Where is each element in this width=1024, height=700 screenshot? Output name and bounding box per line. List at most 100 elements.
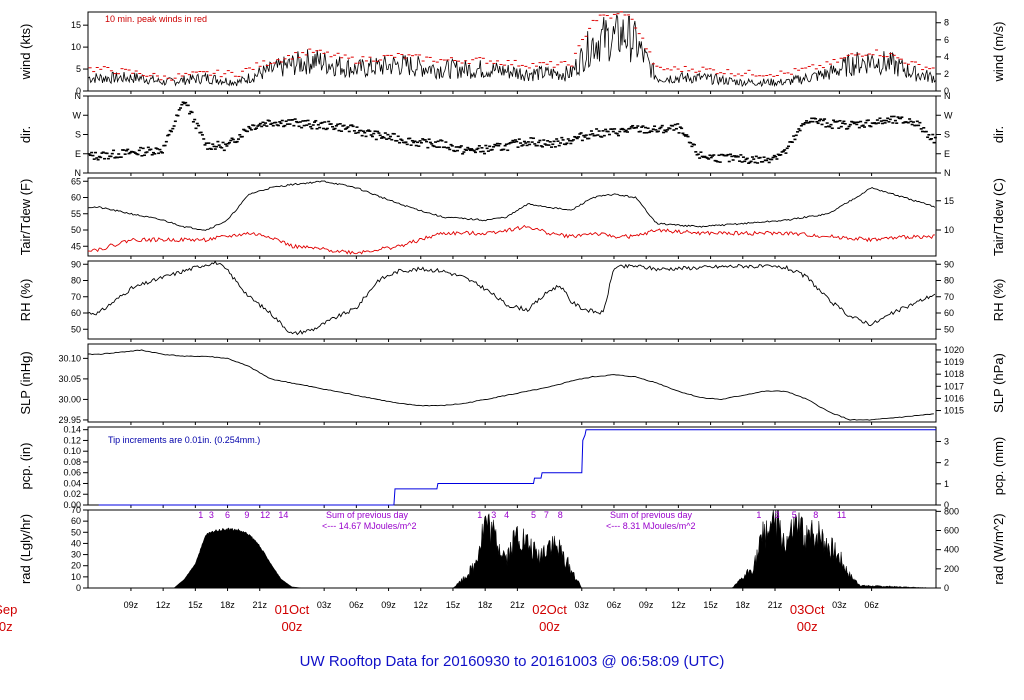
dir-point — [767, 161, 771, 164]
dir-point — [550, 146, 554, 148]
dir-point — [656, 130, 660, 133]
rad-hour-marker-0: 14 — [278, 510, 288, 520]
dir-point — [418, 140, 422, 142]
rad-hour-marker-0: 3 — [209, 510, 214, 520]
dir-point — [932, 141, 936, 144]
dir-point — [645, 131, 649, 134]
dir-point — [539, 145, 543, 147]
dir-point — [790, 141, 794, 144]
dir-point — [298, 121, 302, 123]
dir-point — [190, 111, 194, 114]
dir-point — [929, 138, 933, 140]
dir-point — [153, 153, 157, 155]
dir-ytick-right-label: W — [944, 110, 953, 120]
dir-point — [668, 127, 672, 130]
dir-point — [193, 118, 197, 121]
dir-point — [168, 129, 172, 132]
dir-point — [255, 127, 259, 129]
dir-point — [726, 153, 730, 156]
dir-point — [808, 120, 812, 123]
dir-point — [665, 129, 669, 131]
slp-ytick-right-label: 1016 — [944, 393, 964, 403]
dir-point — [222, 149, 226, 152]
dir-point — [171, 127, 175, 130]
dir-point — [919, 128, 923, 130]
dir-point — [659, 126, 663, 129]
rad-hour-marker-1: 4 — [504, 510, 509, 520]
dir-point — [756, 162, 760, 164]
dir-point — [159, 151, 163, 153]
dir-point — [329, 123, 333, 125]
dir-point — [616, 134, 620, 137]
rad-hour-marker-0: 12 — [260, 510, 270, 520]
dir-point — [551, 143, 555, 146]
dir-ytick-right-label: S — [944, 130, 950, 140]
dir-point — [440, 139, 444, 142]
dir-point — [513, 139, 517, 141]
dir-point — [267, 120, 271, 122]
dir-point — [703, 155, 707, 158]
dir-point — [158, 148, 162, 151]
dir-point — [291, 119, 295, 121]
dir-point — [729, 153, 733, 156]
pcp-ylabel-left: pcp. (in) — [18, 443, 33, 490]
dir-point — [342, 124, 346, 127]
radiation-area — [88, 509, 936, 589]
slp-ytick-left-label: 30.10 — [58, 353, 81, 363]
dir-point — [625, 131, 629, 133]
pcp-ytick-right-label: 1 — [944, 479, 949, 489]
dir-point — [404, 141, 408, 143]
dir-point — [552, 140, 556, 143]
dir-point — [379, 137, 383, 139]
rh-ytick-right-label: 90 — [944, 259, 954, 269]
dir-point — [414, 144, 418, 147]
dir-point — [575, 137, 579, 140]
dir-point — [874, 122, 878, 125]
rad-ytick-left-label: 60 — [71, 516, 81, 526]
dir-point — [109, 155, 113, 158]
dir-point — [600, 136, 604, 138]
pcp-ytick-left-label: 0.02 — [63, 489, 81, 499]
x-tick-label: 09z — [639, 600, 654, 610]
dir-point — [479, 150, 483, 153]
dir-point — [506, 149, 510, 152]
dir-point — [671, 125, 675, 127]
dir-ytick-left-label: E — [75, 149, 81, 159]
pcp-ytick-left-label: 0.12 — [63, 435, 81, 445]
dir-point — [303, 120, 307, 122]
dir-point — [835, 120, 839, 123]
dir-point — [472, 150, 476, 152]
dir-point — [579, 132, 583, 134]
rh-line — [87, 260, 936, 336]
dir-point — [170, 130, 174, 133]
dir-point — [231, 138, 235, 141]
dir-ylabel-right: dir. — [991, 126, 1006, 143]
x-day-label: 01Oct — [275, 602, 310, 617]
x-day-hour-label: 00z — [797, 619, 818, 634]
dir-point — [455, 149, 459, 152]
dir-point — [271, 124, 275, 127]
dir-point — [892, 115, 896, 118]
rad-hour-marker-2: 8 — [813, 510, 818, 520]
dir-point — [261, 121, 265, 124]
air-temp-line — [87, 180, 936, 231]
slp-ytick-right-label: 1015 — [944, 406, 964, 416]
slp-ytick-right-label: 1019 — [944, 357, 964, 367]
dir-point — [725, 154, 729, 157]
dir-point — [716, 160, 720, 163]
dir-point — [933, 136, 937, 139]
pcp-line — [98, 429, 936, 506]
dir-point — [566, 138, 570, 140]
x-tick-label: 09z — [124, 600, 139, 610]
dir-point — [852, 122, 856, 125]
dir-point — [364, 135, 368, 138]
dir-point — [360, 134, 364, 137]
dir-point — [249, 128, 253, 131]
dir-point — [481, 150, 485, 153]
dir-point — [302, 124, 306, 127]
dir-point — [260, 125, 264, 128]
dir-point — [525, 144, 529, 147]
dir-point — [220, 146, 224, 149]
dir-point — [708, 154, 712, 157]
dir-point — [385, 138, 389, 140]
